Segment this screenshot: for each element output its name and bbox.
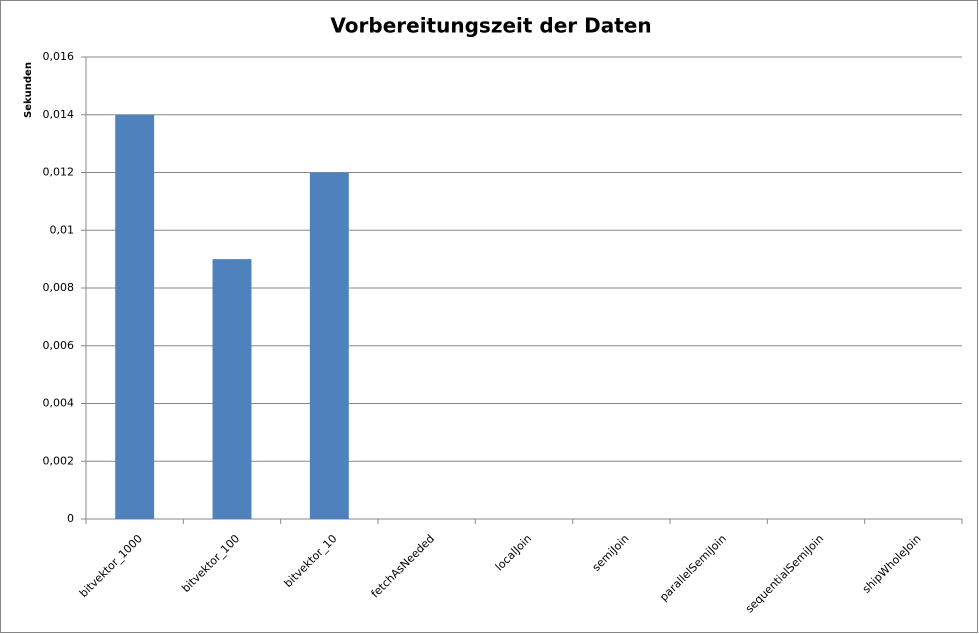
y-tick-label: 0,008 [43, 281, 75, 294]
y-tick-label: 0,014 [43, 108, 75, 121]
bar [309, 172, 349, 519]
y-tick-label: 0 [67, 512, 74, 525]
y-tick-label: 0,016 [43, 50, 75, 63]
bar [212, 259, 252, 519]
y-tick-label: 0,012 [43, 166, 75, 179]
y-tick-label: 0,006 [43, 339, 75, 352]
y-axis-label: Sekunden [23, 62, 34, 118]
y-tick-label: 0,002 [43, 454, 75, 467]
y-tick-label: 0,004 [43, 397, 75, 410]
bar [115, 114, 155, 519]
chart-title: Vorbereitungszeit der Daten [330, 14, 651, 38]
y-tick-label: 0,01 [50, 223, 75, 236]
